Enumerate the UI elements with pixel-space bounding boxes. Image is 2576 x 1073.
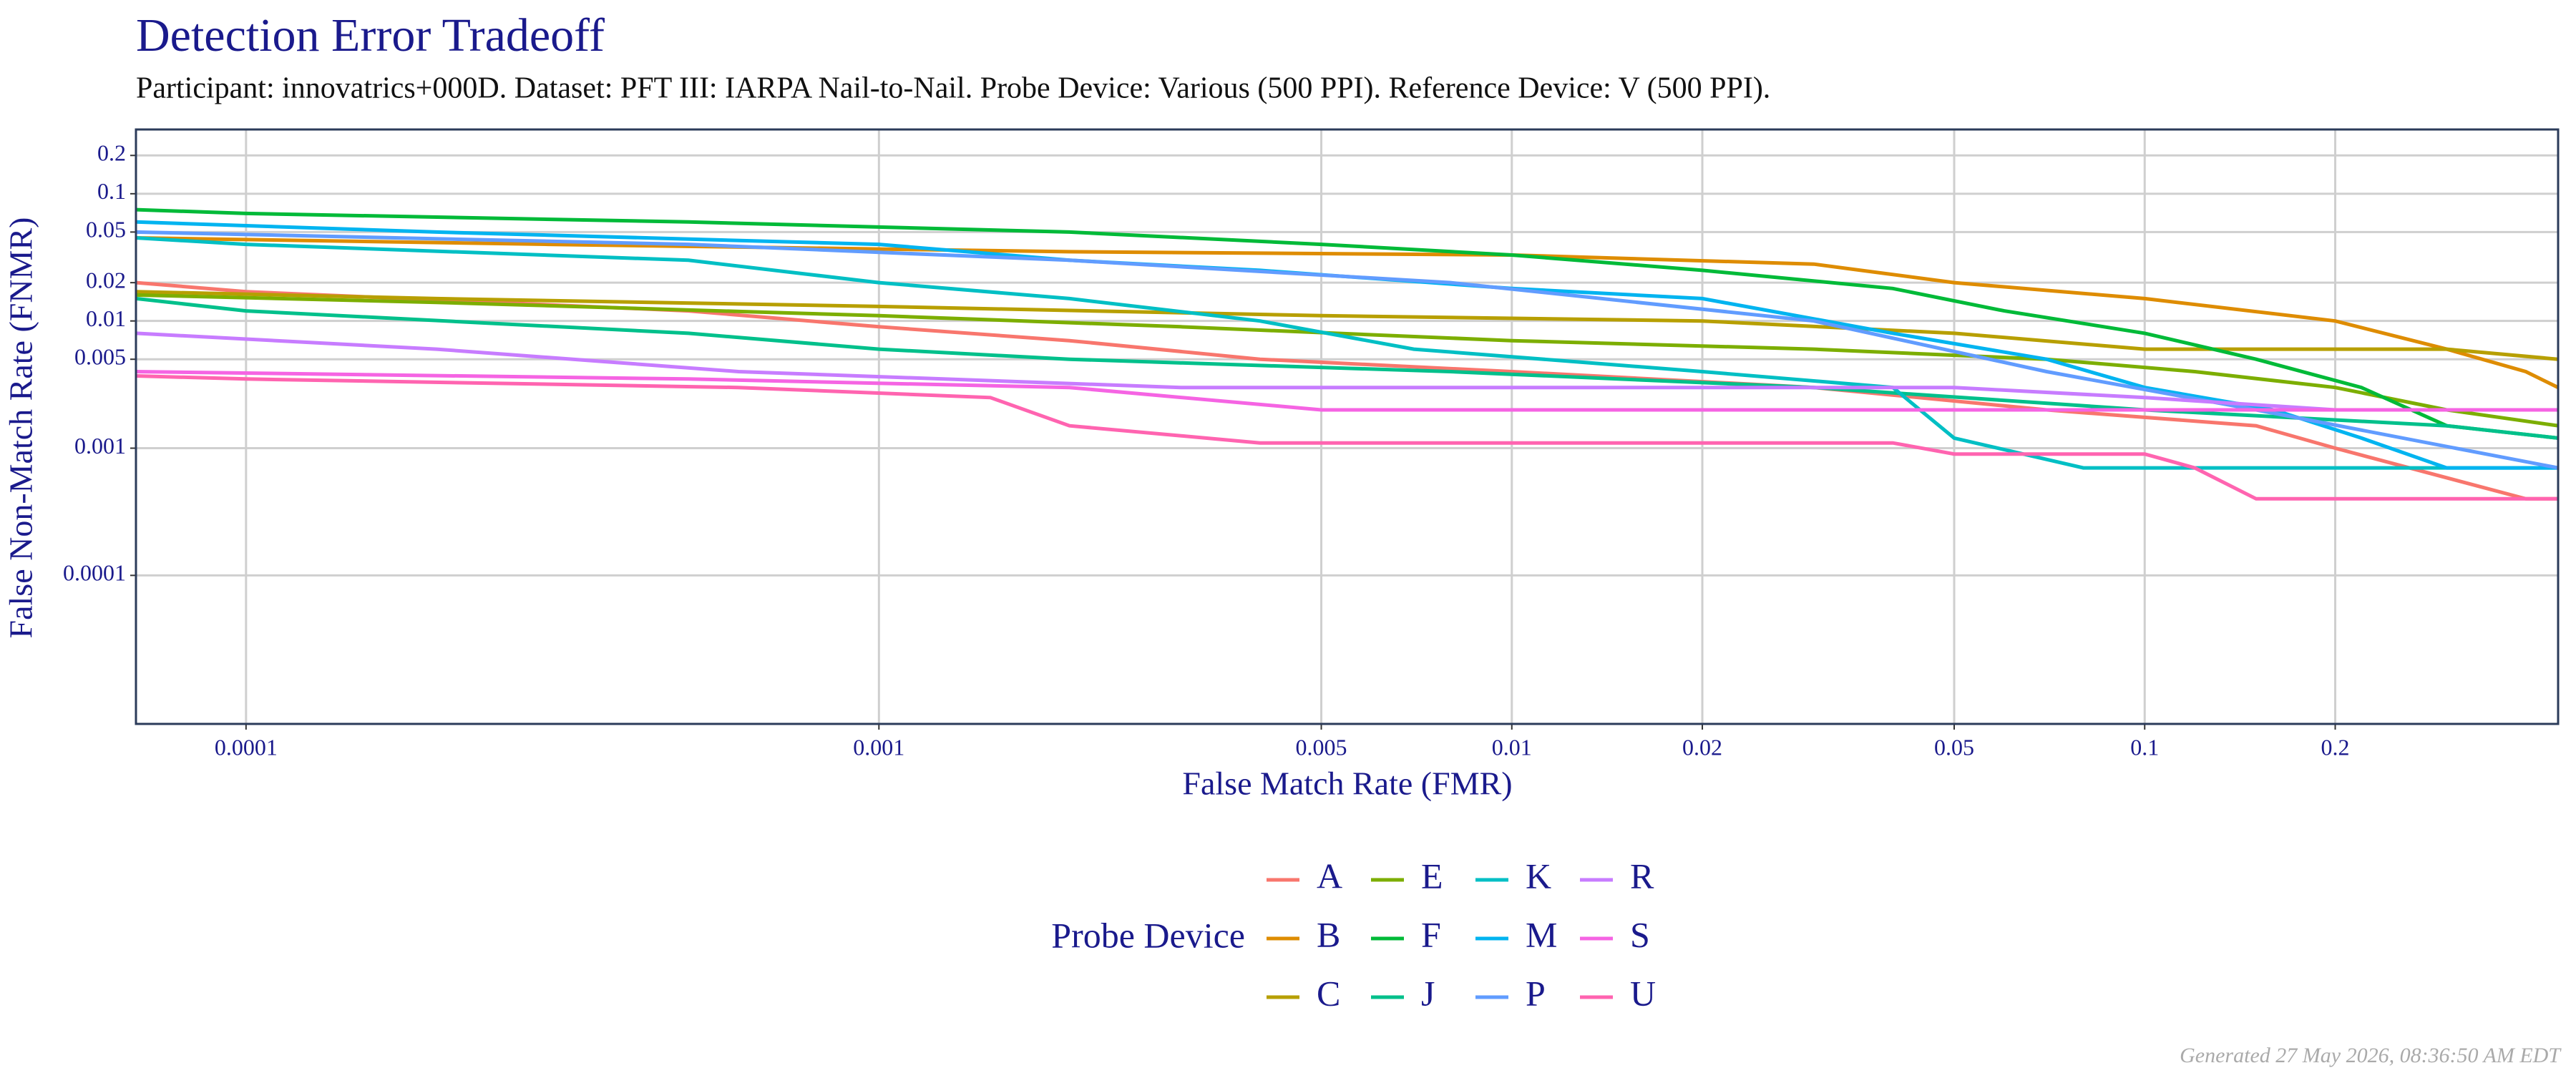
- x-tick-label: 0.0001: [215, 734, 278, 760]
- y-tick-label: 0.1: [97, 178, 126, 204]
- x-tick-label: 0.05: [1934, 734, 1974, 760]
- y-tick-label: 0.02: [86, 267, 126, 293]
- legend-label: R: [1630, 856, 1654, 896]
- series-line: [136, 207, 2558, 440]
- series-line: [136, 374, 2558, 501]
- x-tick-label: 0.01: [1492, 734, 1532, 760]
- legend-label: K: [1526, 856, 1551, 896]
- chart-subtitle: Participant: innovatrics+000D. Dataset: …: [136, 72, 1770, 105]
- series-line: [136, 290, 2558, 361]
- caption: Generated 27 May 2026, 08:36:50 AM EDT: [2180, 1044, 2562, 1067]
- y-tick-label: 0.01: [86, 305, 126, 331]
- y-tick-label: 0.0001: [63, 560, 126, 586]
- legend-label: A: [1317, 856, 1342, 896]
- x-tick-label: 0.005: [1296, 734, 1347, 760]
- x-tick-label: 0.02: [1682, 734, 1722, 760]
- legend-label: S: [1630, 914, 1650, 954]
- series-line: [136, 331, 2558, 412]
- legend-label: C: [1317, 973, 1340, 1013]
- plot-border: [135, 128, 2560, 725]
- legend-label: E: [1421, 856, 1443, 896]
- y-tick-label: 0.005: [74, 344, 126, 370]
- legend-label: J: [1421, 973, 1435, 1013]
- legend-label: B: [1317, 914, 1340, 954]
- y-tick-label: 0.2: [97, 140, 126, 166]
- y-tick-label: 0.05: [86, 217, 126, 242]
- legend-title: Probe Device: [1051, 915, 1245, 955]
- legend-label: P: [1526, 973, 1546, 1013]
- series-line: [136, 220, 2558, 470]
- x-axis-title: False Match Rate (FMR): [1182, 765, 1512, 802]
- legend-label: M: [1526, 914, 1557, 954]
- x-tick-label: 0.2: [2321, 734, 2350, 760]
- series-line: [136, 293, 2558, 428]
- series-line: [136, 236, 2558, 470]
- y-tick-label: 0.001: [74, 433, 126, 459]
- series-line: [136, 370, 2558, 412]
- series-line: [136, 236, 2558, 389]
- x-tick-label: 0.001: [853, 734, 904, 760]
- chart-title: Detection Error Tradeoff: [136, 9, 605, 62]
- legend-label: F: [1421, 914, 1441, 954]
- x-tick-label: 0.1: [2130, 734, 2159, 760]
- legend-label: U: [1630, 973, 1656, 1013]
- y-axis-title: False Non-Match Rate (FNMR): [3, 217, 39, 639]
